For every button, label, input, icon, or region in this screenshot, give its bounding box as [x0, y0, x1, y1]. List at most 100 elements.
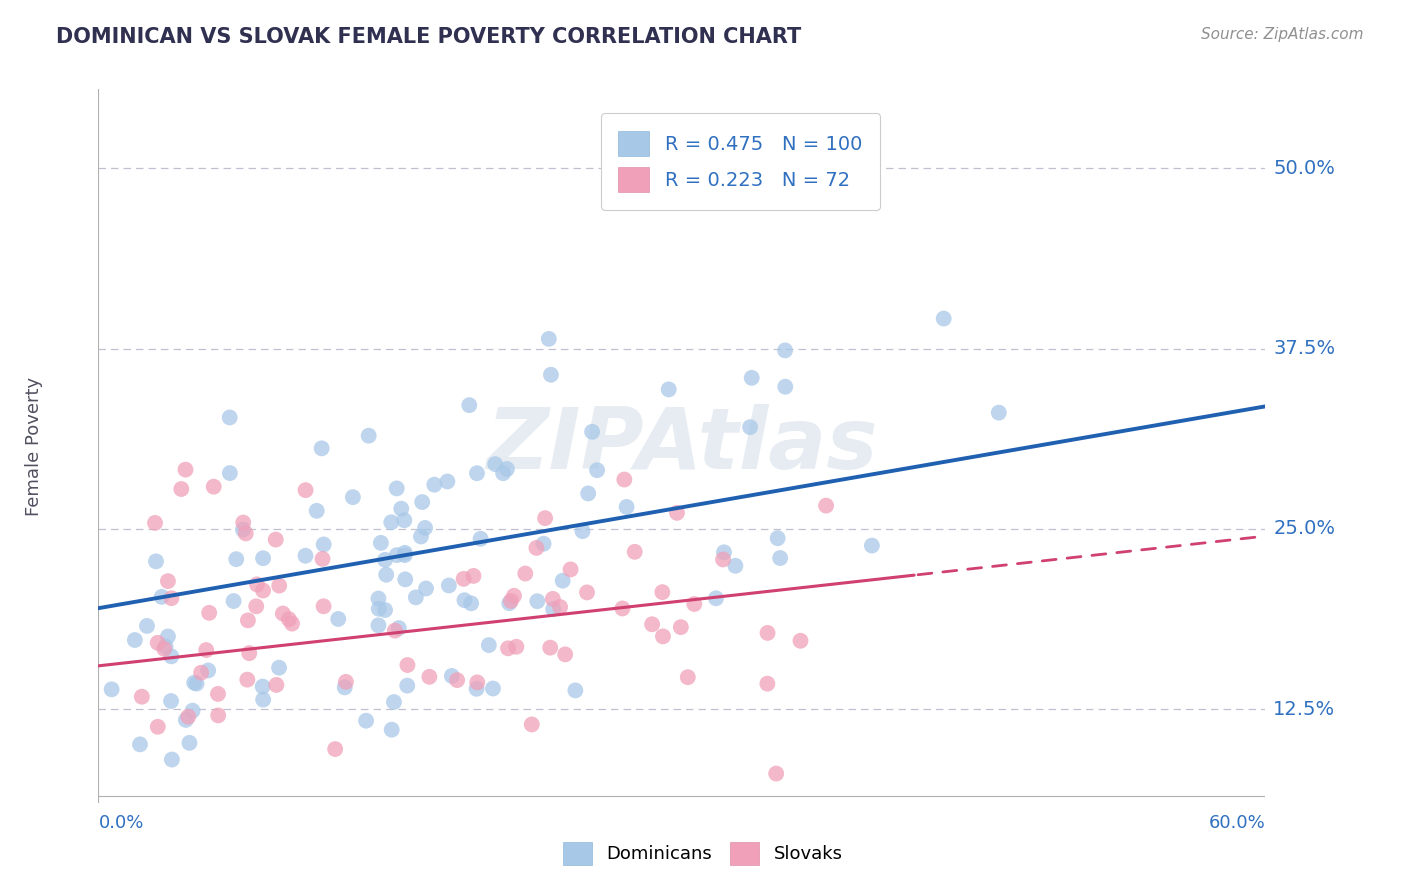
Point: [437, 578, 460, 592]
Point: [328, 612, 350, 626]
Point: [153, 641, 176, 656]
Point: [576, 486, 599, 500]
Point: [396, 658, 419, 673]
Point: [294, 549, 316, 563]
Point: [342, 490, 364, 504]
Point: [225, 552, 247, 566]
Point: [738, 420, 761, 434]
Point: [465, 467, 488, 481]
Point: [683, 597, 706, 611]
Point: [666, 506, 689, 520]
Point: [987, 406, 1010, 420]
Point: [381, 723, 404, 737]
Point: [146, 720, 169, 734]
Point: [294, 483, 316, 497]
Point: [190, 665, 212, 680]
Text: Source: ZipAtlas.com: Source: ZipAtlas.com: [1201, 27, 1364, 42]
Point: [143, 516, 166, 530]
Point: [815, 499, 838, 513]
Point: [218, 410, 240, 425]
Text: 37.5%: 37.5%: [1274, 339, 1336, 359]
Point: [465, 675, 488, 690]
Point: [181, 704, 204, 718]
Point: [160, 694, 183, 708]
Point: [503, 589, 526, 603]
Point: [367, 618, 389, 632]
Point: [436, 475, 458, 489]
Point: [195, 643, 218, 657]
Point: [394, 513, 416, 527]
Point: [440, 669, 463, 683]
Point: [541, 602, 564, 616]
Point: [405, 591, 427, 605]
Point: [724, 558, 747, 573]
Point: [756, 676, 779, 690]
Point: [713, 545, 735, 559]
Point: [179, 736, 201, 750]
Point: [453, 593, 475, 607]
Point: [252, 583, 274, 598]
Point: [145, 554, 167, 568]
Point: [197, 664, 219, 678]
Point: [333, 681, 356, 695]
Point: [219, 466, 242, 480]
Point: [571, 524, 593, 538]
Point: [385, 548, 408, 562]
Point: [312, 537, 335, 551]
Point: [576, 585, 599, 599]
Point: [515, 566, 537, 581]
Point: [160, 753, 183, 767]
Point: [478, 638, 501, 652]
Point: [311, 442, 333, 456]
Text: ZIPAtlas: ZIPAtlas: [486, 404, 877, 488]
Point: [146, 636, 169, 650]
Point: [669, 620, 692, 634]
Point: [496, 462, 519, 476]
Point: [415, 582, 437, 596]
Point: [484, 457, 506, 471]
Point: [418, 670, 440, 684]
Point: [482, 681, 505, 696]
Point: [170, 482, 193, 496]
Point: [389, 501, 412, 516]
Point: [236, 613, 259, 627]
Point: [311, 552, 333, 566]
Point: [581, 425, 603, 439]
Point: [551, 574, 574, 588]
Text: Female Poverty: Female Poverty: [25, 376, 44, 516]
Point: [409, 529, 432, 543]
Text: DOMINICAN VS SLOVAK FEMALE POVERTY CORRELATION CHART: DOMINICAN VS SLOVAK FEMALE POVERTY CORRE…: [56, 27, 801, 46]
Point: [374, 603, 396, 617]
Point: [741, 371, 763, 385]
Point: [156, 629, 179, 643]
Point: [160, 649, 183, 664]
Point: [658, 383, 681, 397]
Point: [245, 599, 267, 614]
Legend: R = 0.475   N = 100, R = 0.223   N = 72: R = 0.475 N = 100, R = 0.223 N = 72: [600, 113, 880, 210]
Point: [465, 681, 488, 696]
Point: [463, 569, 485, 583]
Text: 0.0%: 0.0%: [98, 814, 143, 832]
Point: [396, 679, 419, 693]
Point: [384, 624, 406, 638]
Point: [156, 574, 179, 588]
Point: [380, 516, 402, 530]
Point: [183, 675, 205, 690]
Point: [357, 428, 380, 442]
Text: 50.0%: 50.0%: [1274, 159, 1336, 178]
Point: [198, 606, 221, 620]
Point: [496, 641, 519, 656]
Point: [305, 504, 328, 518]
Point: [370, 536, 392, 550]
Point: [174, 713, 197, 727]
Point: [174, 462, 197, 476]
Point: [538, 640, 561, 655]
Point: [453, 572, 475, 586]
Point: [264, 533, 287, 547]
Point: [394, 548, 416, 562]
Point: [388, 621, 411, 635]
Point: [526, 541, 548, 555]
Point: [207, 708, 229, 723]
Point: [773, 343, 796, 358]
Point: [323, 742, 346, 756]
